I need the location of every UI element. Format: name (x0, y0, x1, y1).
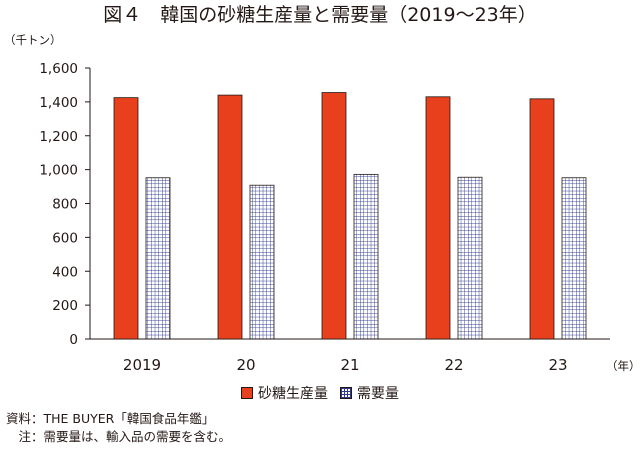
x-tick-label: 21 (340, 356, 359, 374)
bar-demand (249, 184, 275, 340)
bar-demand (457, 176, 483, 340)
x-axis: 2019 20 21 22 23 (90, 338, 610, 374)
y-tick-label: 0 (69, 332, 78, 348)
x-tick-label: 23 (548, 356, 567, 374)
source-notes: 資料：THE BUYER「韓国食品年鑑」 注：需要量は、輸入品の需要を含む。 (6, 410, 231, 446)
bars (113, 92, 587, 340)
y-axis: 0 200 400 600 800 1,000 1,200 1,400 1,600 (39, 61, 91, 348)
legend-label-demand: 需要量 (357, 386, 399, 402)
bar-demand (353, 173, 379, 340)
legend: 砂糖生産量 需要量 (0, 383, 640, 403)
legend-swatch-production (241, 387, 253, 399)
bar-production (321, 92, 347, 340)
y-axis-unit-label: （千トン） (4, 33, 62, 47)
x-tick-label: 20 (236, 356, 255, 374)
bar-demand (561, 177, 587, 340)
x-tick-label: 2019 (123, 356, 161, 374)
y-tick-label: 400 (52, 264, 78, 280)
y-tick-label: 600 (52, 230, 78, 246)
y-tick-label: 800 (52, 197, 78, 213)
chart-title: 図４ 韓国の砂糖生産量と需要量（2019～23年） (103, 4, 537, 26)
y-tick-label: 200 (52, 298, 78, 314)
y-tick-label: 1,000 (39, 163, 78, 179)
y-tick-label: 1,200 (39, 129, 78, 145)
bar-production (425, 96, 451, 340)
legend-label-production: 砂糖生産量 (258, 386, 328, 402)
footnote: 注：需要量は、輸入品の需要を含む。 (6, 429, 232, 444)
legend-item-demand: 需要量 (340, 383, 399, 403)
legend-item-production: 砂糖生産量 (241, 383, 328, 403)
legend-swatch-demand (340, 387, 352, 399)
y-tick-label: 1,400 (39, 95, 78, 111)
x-axis-unit-label: （年） (606, 359, 640, 373)
bar-production (217, 94, 243, 340)
bar-demand (145, 177, 171, 340)
source-note: 資料：THE BUYER「韓国食品年鑑」 (6, 411, 215, 426)
bar-production (529, 98, 555, 340)
bar-production (113, 97, 139, 340)
x-tick-label: 22 (444, 356, 463, 374)
y-tick-label: 1,600 (39, 61, 78, 77)
